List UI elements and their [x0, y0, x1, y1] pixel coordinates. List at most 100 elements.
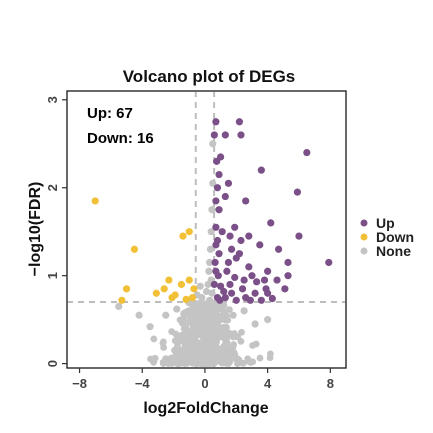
point-up	[221, 131, 229, 139]
point-down	[165, 276, 173, 284]
point-none	[115, 302, 123, 311]
point-up	[212, 197, 220, 205]
point-down	[179, 232, 187, 240]
point-none-cloud	[231, 351, 239, 358]
point-none-cloud	[168, 328, 176, 335]
point-none-cloud	[180, 346, 187, 354]
point-up	[216, 296, 224, 304]
point-up	[251, 289, 259, 297]
point-down	[185, 228, 193, 236]
point-down	[190, 285, 198, 293]
point-up	[256, 241, 264, 249]
point-up	[232, 296, 240, 304]
point-none-cloud	[204, 310, 212, 318]
point-up	[221, 294, 229, 302]
point-down	[152, 289, 160, 297]
point-up	[226, 232, 234, 240]
point-none-cloud	[210, 314, 218, 322]
point-none	[204, 280, 212, 289]
point-none-cloud	[244, 355, 252, 363]
point-none	[240, 307, 248, 315]
point-up	[231, 223, 239, 231]
point-up	[212, 118, 220, 126]
point-up	[232, 254, 240, 262]
point-down	[91, 197, 99, 205]
point-none-cloud	[225, 306, 233, 314]
point-none-cloud	[192, 324, 200, 332]
point-down	[130, 245, 138, 253]
point-none-cloud	[212, 325, 220, 333]
point-none	[196, 282, 204, 290]
point-none-cloud	[229, 343, 237, 351]
point-none	[206, 245, 215, 253]
point-none	[264, 316, 272, 324]
point-up	[262, 285, 270, 293]
y-axis-title: −log10(FDR)	[27, 182, 44, 277]
point-up	[303, 148, 311, 157]
point-up	[213, 157, 221, 165]
point-none	[209, 179, 217, 187]
point-none-cloud	[238, 328, 245, 336]
point-up	[237, 131, 245, 139]
point-none-cloud	[198, 315, 206, 323]
point-none	[135, 311, 143, 319]
point-none-cloud	[159, 339, 167, 347]
point-down	[118, 296, 126, 304]
legend-marker-none	[360, 247, 368, 255]
point-down	[168, 294, 176, 302]
point-none-cloud	[159, 360, 167, 367]
point-none	[209, 140, 217, 148]
point-up	[213, 184, 222, 192]
point-up	[215, 206, 223, 214]
point-none	[208, 289, 216, 297]
plot-area	[66, 90, 347, 369]
point-none-cloud	[171, 337, 179, 345]
point-up	[264, 267, 272, 275]
point-none-cloud	[237, 337, 245, 345]
point-none-cloud	[174, 342, 181, 350]
point-up	[248, 272, 256, 280]
scatter-points	[91, 118, 333, 331]
point-down	[177, 280, 186, 289]
annotation-down-count: Down: 16	[87, 130, 154, 147]
point-none-cloud	[220, 350, 228, 358]
plot-frame-border	[66, 90, 347, 369]
point-up	[245, 232, 253, 240]
annotation-up-count: Up: 67	[87, 105, 133, 122]
point-down	[185, 276, 193, 284]
point-up	[281, 285, 289, 293]
point-none-cloud	[150, 358, 158, 366]
point-none-cloud	[150, 335, 158, 343]
point-up	[253, 278, 261, 286]
point-none	[206, 296, 214, 304]
point-none-cloud	[221, 336, 229, 343]
point-up	[221, 192, 229, 201]
point-down	[188, 294, 196, 302]
y-tick-label: 3	[45, 96, 60, 103]
point-up	[224, 258, 233, 267]
point-none-cloud	[198, 331, 206, 339]
point-none	[146, 323, 154, 331]
point-none	[205, 267, 213, 275]
legend-marker-down	[360, 233, 368, 241]
point-up	[215, 250, 223, 258]
point-up	[237, 236, 245, 245]
point-up	[227, 289, 236, 297]
point-none-cloud	[196, 340, 204, 347]
y-axis: 0 1 2 3	[45, 96, 67, 367]
point-up	[295, 232, 303, 240]
point-up	[257, 166, 265, 174]
point-none	[213, 305, 222, 313]
point-up	[215, 170, 223, 179]
point-none-cloud	[175, 360, 183, 367]
point-none-cloud	[249, 342, 256, 349]
point-up	[235, 118, 244, 126]
point-none	[173, 305, 181, 313]
point-up	[217, 282, 225, 290]
point-none-cloud	[206, 356, 214, 364]
point-up	[210, 280, 218, 289]
point-up	[223, 267, 231, 275]
point-none-cloud	[190, 302, 197, 309]
x-axis: −8 −4 0 4 8	[72, 368, 334, 391]
